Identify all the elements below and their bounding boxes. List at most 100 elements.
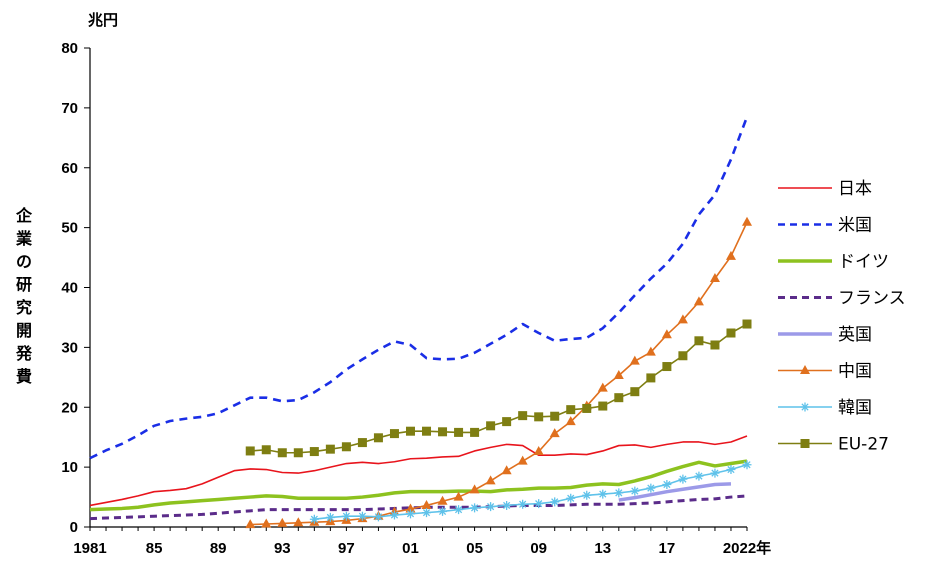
data-point <box>694 471 704 481</box>
y-tick-label: 60 <box>61 160 78 177</box>
data-point <box>598 401 608 411</box>
data-point <box>341 511 351 521</box>
data-point <box>598 489 608 499</box>
y-tick-label: 10 <box>61 459 78 476</box>
y-tick-label: 0 <box>70 519 78 536</box>
data-point <box>646 483 656 493</box>
y-axis-title-char: 発 <box>15 344 33 363</box>
data-point <box>693 296 704 306</box>
data-point <box>261 518 272 528</box>
x-tick-label: 93 <box>274 540 291 557</box>
series-2 <box>89 459 748 512</box>
y-tick-label: 70 <box>61 100 78 117</box>
data-point <box>357 511 367 521</box>
data-point <box>469 484 480 494</box>
data-point <box>566 405 576 415</box>
legend-item: フランス <box>778 289 906 309</box>
y-tick-label: 40 <box>61 280 78 297</box>
data-point <box>422 508 432 518</box>
x-tick-label: 17 <box>659 540 676 557</box>
data-point <box>293 517 304 527</box>
data-point <box>614 488 624 498</box>
data-point <box>582 490 592 500</box>
series-0 <box>89 435 748 507</box>
legend-label: 中国 <box>838 362 872 382</box>
data-point <box>309 447 319 457</box>
data-point <box>678 351 688 361</box>
data-point <box>501 465 512 475</box>
legend-item: 韓国 <box>778 398 872 418</box>
data-point <box>293 448 303 458</box>
data-point <box>245 519 256 529</box>
legend-item: ドイツ <box>778 252 889 272</box>
data-point <box>389 510 399 520</box>
legend-label: ドイツ <box>838 252 889 272</box>
data-point <box>614 393 624 403</box>
legend-label: 英国 <box>838 325 872 345</box>
data-point <box>534 412 544 422</box>
data-point <box>325 444 335 454</box>
data-point <box>518 499 528 509</box>
data-point <box>566 493 576 503</box>
data-point <box>518 411 528 421</box>
legend-marker <box>800 402 810 412</box>
series-line <box>89 459 748 512</box>
y-axis-title-char: 開 <box>16 321 32 340</box>
data-point <box>486 421 496 431</box>
legend-marker <box>800 439 810 448</box>
y-tick-label: 80 <box>61 40 78 57</box>
data-point <box>485 475 496 485</box>
y-tick-label: 20 <box>61 399 78 416</box>
data-point <box>470 427 480 437</box>
data-point <box>630 387 640 397</box>
data-point <box>454 427 464 437</box>
data-point <box>357 438 367 448</box>
legend-item: 英国 <box>778 325 872 345</box>
y-axis-unit: 兆円 <box>88 11 118 29</box>
legend-item: 米国 <box>778 216 872 236</box>
y-axis-title-char: 費 <box>16 367 32 386</box>
data-point <box>389 429 399 439</box>
axes <box>89 48 747 528</box>
data-point <box>646 373 656 383</box>
data-point <box>661 329 672 339</box>
series-lines <box>89 116 752 529</box>
data-point <box>438 506 448 516</box>
x-tick-label: 09 <box>530 540 547 557</box>
data-point <box>534 499 544 509</box>
data-point <box>662 362 672 372</box>
data-point <box>502 417 512 427</box>
legend-label: フランス <box>838 289 906 309</box>
y-axis-title-char: 企 <box>15 206 33 225</box>
data-point <box>533 446 544 456</box>
x-axis-ticks: 1981 85 89 93 97 01 05 09 13 17 2022年 <box>73 527 771 557</box>
x-tick-label: 85 <box>146 540 163 557</box>
series-line <box>250 323 748 454</box>
data-point <box>742 460 752 470</box>
legend-label: 韓国 <box>838 398 872 418</box>
data-point <box>694 336 704 346</box>
data-point <box>613 370 624 380</box>
data-point <box>438 427 448 437</box>
data-point <box>341 442 351 452</box>
data-point <box>245 446 255 456</box>
legend-label: EU-27 <box>838 435 889 455</box>
data-point <box>725 250 736 260</box>
y-tick-label: 50 <box>61 220 78 237</box>
legend-item: 中国 <box>778 362 872 382</box>
data-point <box>597 382 608 392</box>
data-point <box>582 403 592 413</box>
legend-item: EU-27 <box>778 435 889 455</box>
data-point <box>710 340 720 350</box>
data-point <box>470 503 480 513</box>
data-point <box>662 479 672 489</box>
y-axis-title-char: 業 <box>15 229 33 248</box>
data-point <box>486 502 496 512</box>
legend-label: 米国 <box>838 216 872 236</box>
x-tick-label: 89 <box>210 540 227 557</box>
data-point <box>742 216 752 226</box>
y-axis-title-char: 研 <box>16 275 32 294</box>
data-point <box>517 455 528 465</box>
